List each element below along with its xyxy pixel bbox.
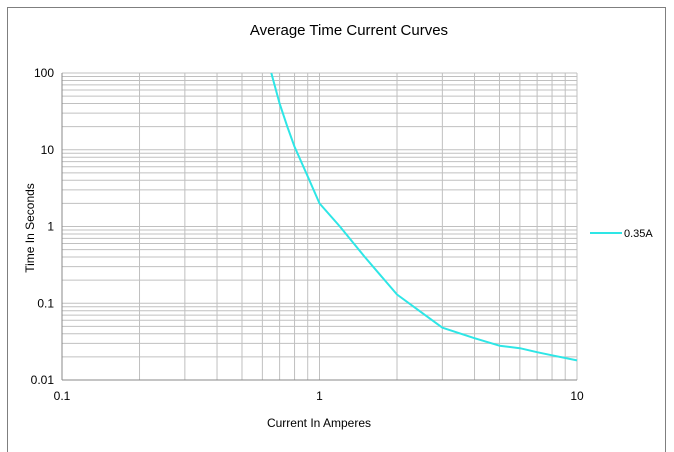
y-tick-label: 0.01 — [31, 373, 55, 387]
x-tick-label: 1 — [316, 389, 323, 403]
y-tick-label: 10 — [41, 143, 55, 157]
y-tick-label: 0.1 — [37, 296, 54, 310]
y-tick-label: 1 — [47, 220, 54, 234]
grid-lines — [61, 72, 578, 381]
chart-frame — [7, 7, 666, 452]
series-line-0.35A — [270, 72, 578, 362]
x-axis-label: Current In Amperes — [267, 416, 371, 430]
x-tick-label: 10 — [570, 389, 584, 403]
legend-label-0.35A: 0.35A — [624, 228, 653, 240]
tick-labels: 0.1 1 10 100 10 1 0.1 0.01 — [31, 66, 584, 403]
chart-title: Average Time Current Curves — [250, 22, 448, 39]
x-tick-label: 0.1 — [54, 389, 71, 403]
y-axis-label: Time In Seconds — [23, 183, 37, 273]
legend: 0.35A — [590, 228, 653, 240]
series-layer — [270, 72, 578, 362]
y-tick-label: 100 — [34, 66, 54, 80]
